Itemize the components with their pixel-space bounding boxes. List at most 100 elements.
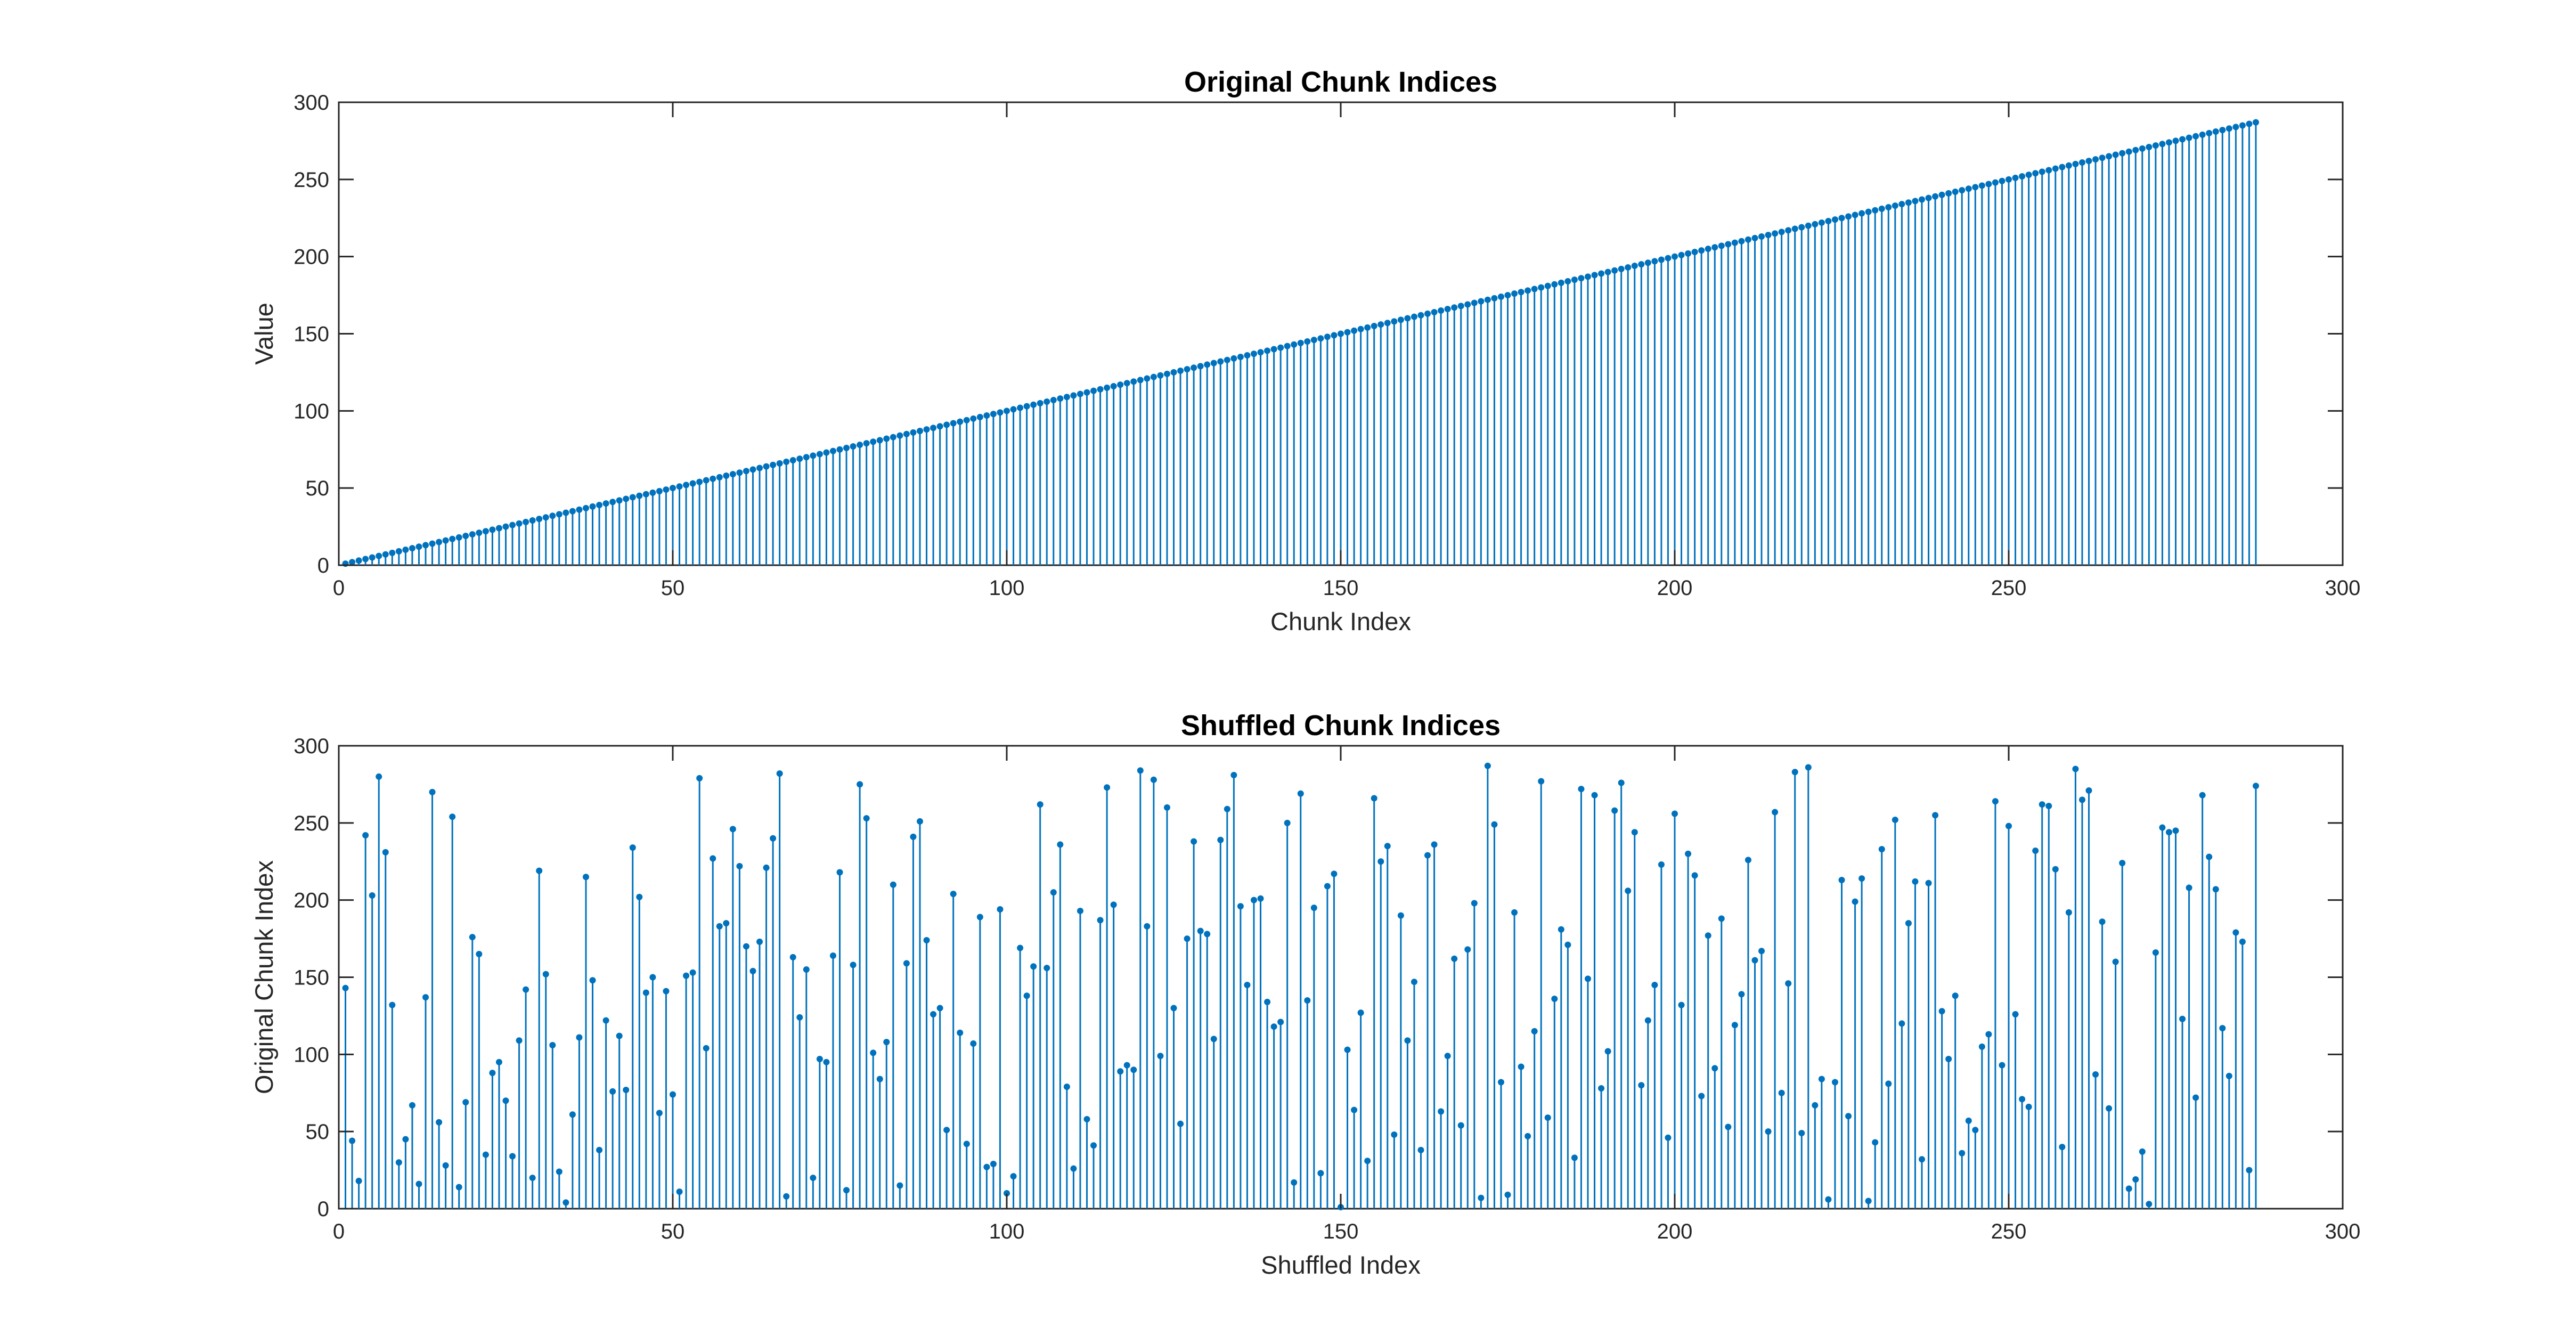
- stem-marker: [1291, 1179, 1298, 1186]
- stem-marker: [556, 1168, 563, 1175]
- stem-marker: [689, 480, 696, 487]
- stem-marker: [910, 833, 917, 840]
- stem-marker: [1812, 221, 1819, 227]
- stem-marker: [783, 458, 790, 465]
- stem-marker: [1905, 920, 1912, 927]
- stem-marker: [1217, 358, 1224, 365]
- x-tick-label: 50: [661, 576, 685, 600]
- stem-marker: [1184, 935, 1191, 942]
- stem-marker: [1170, 369, 1177, 376]
- stem-marker: [582, 874, 589, 881]
- stem-marker: [469, 531, 476, 538]
- stem-marker: [716, 923, 723, 930]
- stem-marker: [582, 504, 589, 511]
- stem-marker: [402, 1136, 409, 1143]
- stem-marker: [1210, 360, 1217, 366]
- stem-marker: [1030, 401, 1037, 408]
- stem-marker: [1584, 273, 1591, 280]
- stem-marker: [1658, 256, 1665, 263]
- stem-marker: [2085, 158, 2092, 165]
- stem-marker: [763, 463, 770, 470]
- stem-marker: [1411, 979, 1417, 985]
- stem-marker: [1999, 1062, 2006, 1069]
- stem-marker: [563, 509, 569, 516]
- stem-marker: [1250, 351, 1257, 357]
- stem-marker: [2206, 129, 2213, 136]
- stem-marker: [1604, 1048, 1611, 1055]
- x-tick-label: 100: [989, 576, 1025, 600]
- stem-marker: [549, 512, 556, 519]
- stem-marker: [1665, 1134, 1672, 1141]
- stem-marker: [376, 552, 382, 559]
- stem-marker: [502, 1097, 509, 1104]
- stem-marker: [1831, 216, 1838, 223]
- stem-marker: [1257, 895, 1264, 902]
- stem-marker: [1491, 295, 1498, 302]
- stem-marker: [1972, 1127, 1979, 1134]
- stem-marker: [2146, 144, 2153, 151]
- stem-marker: [1672, 253, 1678, 260]
- stem-marker: [429, 540, 436, 547]
- stem-marker: [576, 1034, 583, 1041]
- stem-marker: [1063, 394, 1070, 401]
- stem-marker: [1791, 225, 1798, 232]
- stem-marker: [1351, 1106, 1358, 1113]
- stem-marker: [656, 487, 663, 494]
- stem-marker: [1444, 1053, 1451, 1060]
- stem-marker: [1117, 1068, 1124, 1075]
- stem-marker: [1564, 278, 1571, 285]
- stem-marker: [2085, 787, 2092, 794]
- stem-marker: [1230, 772, 1237, 779]
- stem-marker: [2092, 1071, 2099, 1078]
- stem-marker: [1404, 1037, 1411, 1044]
- stem-marker: [382, 849, 389, 856]
- stem-marker: [1571, 1154, 1578, 1161]
- stem-marker: [1938, 191, 1945, 198]
- stem-marker: [1431, 308, 1438, 315]
- stem-marker: [1805, 764, 1812, 771]
- stem-marker: [422, 994, 429, 1001]
- stem-marker: [1023, 403, 1030, 410]
- stem-marker: [1985, 181, 1992, 188]
- stem-marker: [870, 438, 877, 445]
- stem-marker: [1852, 898, 1858, 905]
- stem-marker: [2065, 162, 2072, 169]
- stem-marker: [1525, 287, 1531, 294]
- stem-marker: [2032, 847, 2039, 854]
- stem-marker: [1331, 870, 1338, 877]
- stem-marker: [1097, 917, 1104, 924]
- stem-marker: [1945, 1056, 1952, 1063]
- stem-marker: [389, 1001, 396, 1008]
- stem-marker: [1257, 349, 1264, 356]
- stem-marker: [542, 971, 549, 978]
- stem-marker: [729, 471, 736, 478]
- stem-marker: [1471, 299, 1478, 306]
- stem-marker: [1725, 241, 1732, 248]
- stem-marker: [1531, 286, 1538, 292]
- stem-marker: [1044, 965, 1050, 972]
- stem-marker: [1872, 1139, 1879, 1146]
- stem-marker: [536, 516, 543, 523]
- stem-marker: [1270, 1023, 1277, 1030]
- stem-marker: [1705, 246, 1711, 252]
- x-tick-label: 250: [1991, 576, 2027, 600]
- stem-marker: [649, 974, 656, 981]
- stem-marker: [1892, 202, 1898, 209]
- stem-marker: [696, 775, 703, 781]
- stem-marker: [542, 514, 549, 521]
- stem-marker: [1057, 841, 1064, 848]
- stem-marker: [1264, 347, 1271, 354]
- stem-marker: [1731, 239, 1738, 246]
- stem-marker: [1825, 218, 1832, 225]
- stem-marker: [1163, 370, 1170, 377]
- stem-marker: [1751, 234, 1758, 241]
- stem-marker: [763, 864, 770, 871]
- stem-marker: [2132, 1176, 2139, 1183]
- stem-marker: [710, 475, 716, 482]
- stem-marker: [1217, 836, 1224, 843]
- stem-marker: [2172, 827, 2179, 834]
- stem-marker: [1952, 992, 1959, 999]
- stem-marker: [1985, 1031, 1992, 1038]
- stem-marker: [1744, 857, 1751, 864]
- stem-marker: [1070, 392, 1077, 399]
